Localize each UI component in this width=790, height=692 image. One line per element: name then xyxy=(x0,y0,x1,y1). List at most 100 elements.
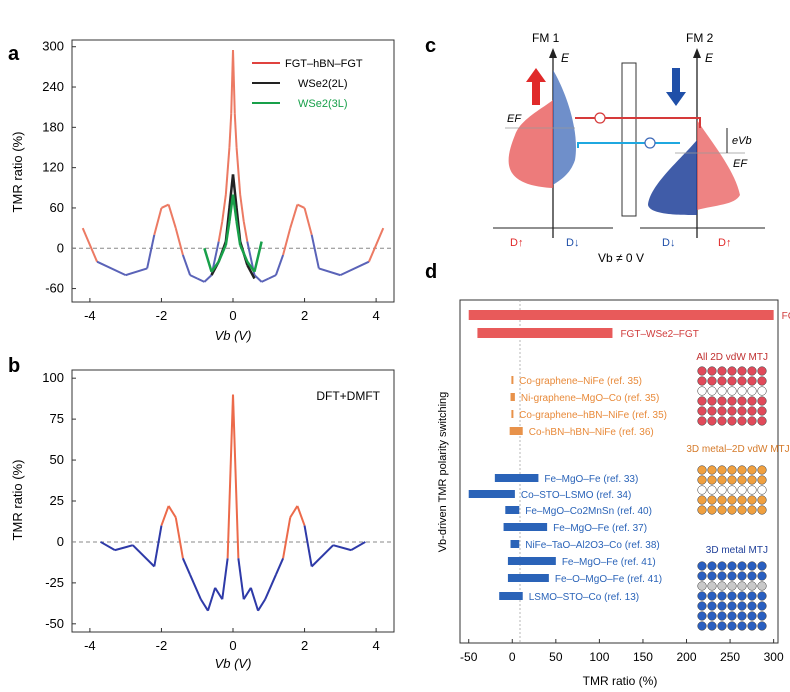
lattice-atom xyxy=(697,406,707,416)
lattice-atom xyxy=(697,475,707,485)
panel-d-xlabel: TMR ratio (%) xyxy=(583,674,658,688)
lattice-atom xyxy=(757,386,767,396)
series-segment-dft-dmft xyxy=(214,587,224,600)
lattice-atom xyxy=(717,601,727,611)
series-segment-dft-dmft xyxy=(350,541,366,551)
lattice-atom xyxy=(727,386,737,396)
lattice-atom xyxy=(737,376,747,386)
series-segment-fgt-hbn-fgt xyxy=(239,194,245,222)
series-segment-wse2-2l- xyxy=(246,264,256,280)
series-segment-dft-dmft xyxy=(132,544,155,568)
group-label-3d2d: 3D metal–2D vdW MTJ xyxy=(686,444,789,455)
lattice-atom xyxy=(697,621,707,631)
x-tick-label: 2 xyxy=(301,638,308,653)
lattice-atom xyxy=(757,396,767,406)
fm1-fermi-label: EF xyxy=(507,113,522,125)
fm2-dos-up xyxy=(697,120,740,210)
lattice-atom xyxy=(697,495,707,505)
lattice-atom xyxy=(717,475,727,485)
bar-4 xyxy=(511,410,514,418)
series-segment-fgt-hbn-fgt xyxy=(303,207,313,236)
lattice-atom xyxy=(727,416,737,426)
lattice-atom xyxy=(737,571,747,581)
panel-b-xticks: -4 -2 0 2 4 xyxy=(84,628,380,653)
lattice-atom xyxy=(707,376,717,386)
lattice-atom xyxy=(707,591,717,601)
lattice-atom xyxy=(717,591,727,601)
bar-13 xyxy=(499,592,523,600)
series-segment-fgt-hbn-fgt xyxy=(174,227,184,256)
series-segment-fgt-hbn-fgt xyxy=(233,113,238,148)
series-segment-fgt-hbn-fgt xyxy=(81,227,98,263)
panel-b-plot xyxy=(72,394,394,612)
x-tick-label: -2 xyxy=(156,638,168,653)
up-electron xyxy=(594,112,606,124)
series-segment-dft-dmft xyxy=(153,525,163,567)
series-segment-fgt-hbn-fgt xyxy=(235,147,242,195)
bar-8 xyxy=(505,506,520,514)
lattice-atom xyxy=(747,495,757,505)
lattice-atom xyxy=(727,366,737,376)
lattice-atom xyxy=(747,591,757,601)
x-tick-label: 2 xyxy=(301,308,308,323)
lattice-atom xyxy=(737,406,747,416)
lattice-atom xyxy=(707,475,717,485)
y-tick-label: 0 xyxy=(57,534,64,549)
up-spin-arrow xyxy=(526,68,546,105)
lattice-atom xyxy=(747,601,757,611)
lattice-atom xyxy=(717,366,727,376)
lattice-atom xyxy=(697,571,707,581)
y-tick-label: 25 xyxy=(50,493,64,508)
y-tick-label: 120 xyxy=(42,160,64,175)
lattice-atom xyxy=(697,591,707,601)
fm1-label: FM 1 xyxy=(532,31,560,45)
fm1-dup-label: D↑ xyxy=(510,237,523,249)
lattice-atom xyxy=(707,505,717,515)
series-segment-fgt-hbn-fgt xyxy=(196,277,205,283)
fm1-dos-up xyxy=(508,100,553,188)
panel-b-yticks: 100 75 50 25 0 -25 -50 xyxy=(42,370,76,631)
series-segment-fgt-hbn-fgt xyxy=(339,260,370,277)
up-tunneling-path xyxy=(575,117,701,128)
series-segment-dft-dmft xyxy=(221,558,229,600)
series-segment-fgt-hbn-fgt xyxy=(96,260,127,277)
series-segment-dft-dmft xyxy=(264,574,277,600)
lattice-atom xyxy=(707,611,717,621)
series-segment-dft-dmft xyxy=(100,541,116,551)
series-segment-dft-dmft xyxy=(189,574,202,600)
fm2-dup-label: D↑ xyxy=(718,237,731,249)
panel-letter-c: c xyxy=(425,35,436,57)
series-segment-fgt-hbn-fgt xyxy=(242,221,249,242)
series-segment-dft-dmft xyxy=(174,517,184,559)
bar-label-7: Co–STO–LSMO (ref. 34) xyxy=(521,490,631,501)
lattice-atom xyxy=(737,416,747,426)
lattice-atom xyxy=(727,406,737,416)
fm1-energy-label: E xyxy=(561,51,570,65)
x-tick-label: -2 xyxy=(156,308,168,323)
legend-label-fgt: FGT–hBN–FGT xyxy=(285,58,363,70)
panel-a-legend: FGT–hBN–FGT WSe2(2L) WSe2(3L) xyxy=(252,58,363,110)
series-segment-dft-dmft xyxy=(237,558,245,600)
series-segment-dft-dmft xyxy=(167,505,177,518)
lattice-atom xyxy=(717,611,727,621)
lattice-atom xyxy=(747,581,757,591)
lattice-atom xyxy=(727,376,737,386)
panel-b: b TMR ratio (%) Vb (V) DFT+DMFT 100 75 50 2… xyxy=(8,355,395,671)
panel-a-xticks: -4 -2 0 2 4 xyxy=(84,298,380,323)
bar-6 xyxy=(494,474,539,482)
series-segment-fgt-hbn-fgt xyxy=(217,221,224,242)
fm2-energy-label: E xyxy=(705,51,714,65)
lattice-atom xyxy=(727,396,737,406)
bar-9 xyxy=(503,523,548,531)
y-tick-label: 0 xyxy=(57,240,64,255)
lattice-atom xyxy=(697,396,707,406)
y-tick-label: -50 xyxy=(45,616,64,631)
series-segment-fgt-hbn-fgt xyxy=(203,274,213,283)
lattice-atom xyxy=(727,495,737,505)
series-segment-dft-dmft xyxy=(303,525,313,567)
bar-label-9: Fe–MgO–Fe (ref. 37) xyxy=(553,523,647,534)
group-label-3d2d-line: 3D metal–2D vdW MTJ xyxy=(686,444,789,455)
lattice-atom xyxy=(717,406,727,416)
barrier xyxy=(621,62,637,217)
series-segment-fgt-hbn-fgt xyxy=(161,203,170,209)
